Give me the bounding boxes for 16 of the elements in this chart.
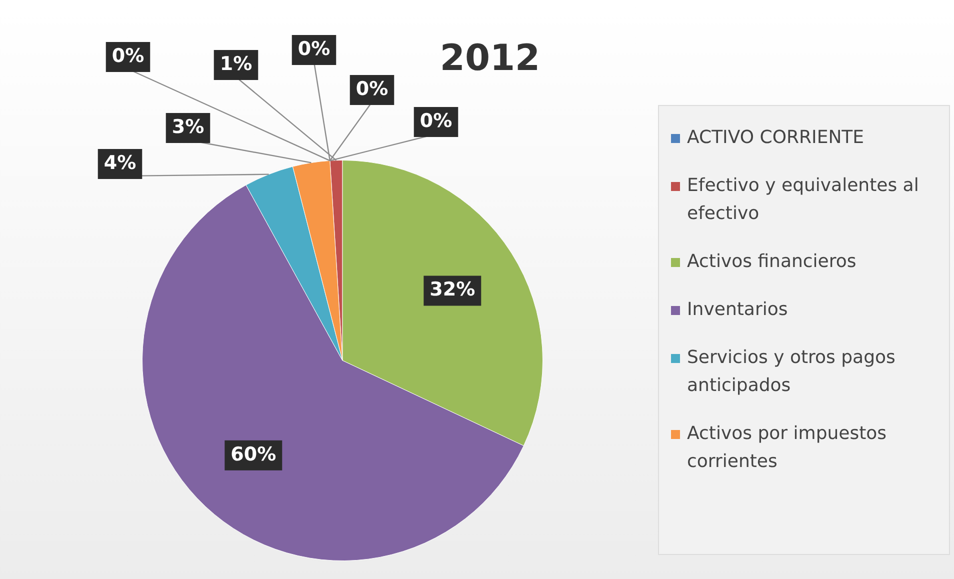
text: 0%: [298, 38, 330, 60]
legend-label: ACTIVO CORRIENTE: [687, 126, 864, 150]
text: 0%: [420, 110, 452, 132]
data-label: 3%: [172, 116, 204, 138]
legend-label: Servicios y otros pagos anticipados: [687, 346, 896, 398]
legend-label: Efectivo y equivalentes al efectivo: [687, 174, 920, 226]
text: 0%: [356, 78, 388, 100]
data-label: 1%: [220, 52, 252, 75]
data-label: 32%: [430, 278, 476, 301]
legend-label: Inventarios: [687, 298, 788, 322]
legend-label: Activos por impuestos corrientes: [687, 422, 888, 474]
text: 0%: [112, 44, 144, 67]
data-label: 60%: [230, 443, 276, 466]
legend-label: Activos financieros: [687, 250, 856, 274]
data-label: 4%: [104, 152, 136, 174]
chart-title: 2012: [438, 38, 542, 79]
